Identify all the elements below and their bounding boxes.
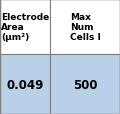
Bar: [50, 55, 120, 114]
Text: Max
Num
Cells I: Max Num Cells I: [70, 13, 101, 42]
Text: Electrode
Area
(μm²): Electrode Area (μm²): [1, 13, 49, 42]
Bar: [50, 0, 120, 55]
Text: 0.049: 0.049: [6, 78, 44, 91]
Bar: [0, 55, 50, 114]
Bar: [0, 0, 50, 55]
Text: 500: 500: [73, 78, 97, 91]
